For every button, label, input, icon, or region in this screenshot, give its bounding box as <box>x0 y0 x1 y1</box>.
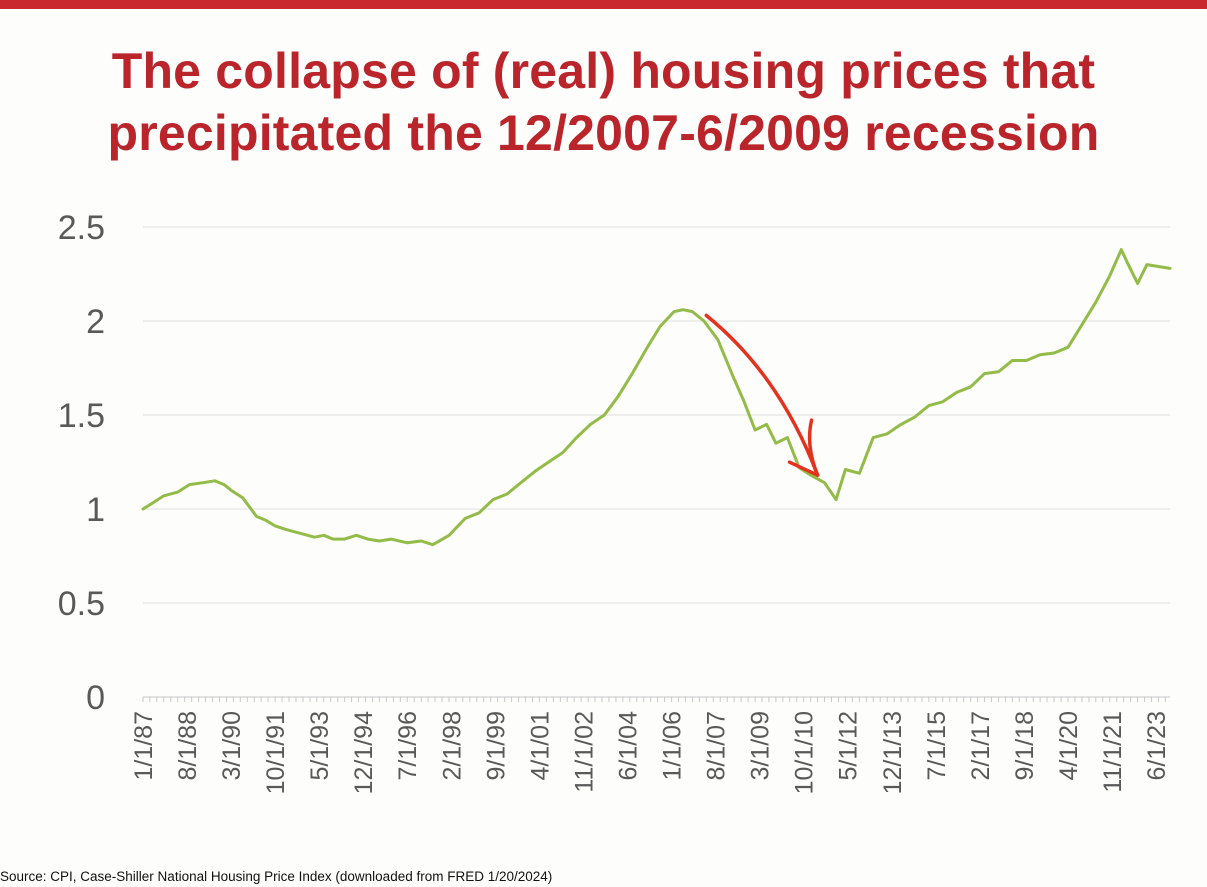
top-accent-bar <box>0 0 1207 9</box>
title-line-2: precipitated the 12/2007-6/2009 recessio… <box>107 105 1100 161</box>
x-tick-label: 3/1/90 <box>218 711 246 781</box>
x-tick-label: 9/1/18 <box>1011 711 1039 781</box>
x-tick-label: 9/1/99 <box>482 711 510 781</box>
y-tick-label: 0 <box>86 679 105 717</box>
x-tick-label: 6/1/23 <box>1143 711 1171 781</box>
x-tick-label: 12/1/13 <box>879 711 907 794</box>
x-tick-label: 8/1/88 <box>174 711 202 781</box>
x-tick-label: 7/1/15 <box>923 711 951 781</box>
x-tick-label: 1/1/87 <box>130 711 158 781</box>
y-tick-label: 2 <box>86 303 105 341</box>
x-tick-label: 2/1/17 <box>967 711 995 781</box>
x-tick-label: 1/1/06 <box>659 711 687 781</box>
x-tick-label: 5/1/12 <box>835 711 863 781</box>
x-tick-label: 11/1/02 <box>570 711 598 793</box>
slide-title: The collapse of (real) housing prices th… <box>0 40 1207 164</box>
x-tick-label: 2/1/98 <box>438 711 466 781</box>
x-tick-label: 10/1/10 <box>791 711 819 794</box>
y-tick-label: 1 <box>86 491 105 529</box>
x-tick-label: 6/1/04 <box>615 711 643 781</box>
source-note: Source: CPI, Case-Shiller National Housi… <box>0 869 553 884</box>
y-tick-label: 2.5 <box>58 209 105 247</box>
x-tick-label: 11/1/21 <box>1099 711 1127 793</box>
x-tick-label: 10/1/91 <box>262 711 290 794</box>
annotation-arrow-shaft <box>704 313 820 477</box>
x-tick-label: 3/1/09 <box>747 711 775 781</box>
x-tick-label: 4/1/20 <box>1055 711 1083 781</box>
y-tick-label: 1.5 <box>58 397 105 435</box>
line-chart: 0 0.5 1 1.5 2 2.5 1/1/87 8/1/88 3/1/90 10/1/91 5/1… <box>58 209 1172 795</box>
x-tick-label: 8/1/07 <box>703 711 731 781</box>
x-tick-label: 4/1/01 <box>526 711 554 781</box>
series-line <box>141 248 1172 547</box>
x-tick-label: 7/1/96 <box>394 711 422 781</box>
x-tick-label: 5/1/93 <box>306 711 334 781</box>
annotation-arrow-head <box>787 418 820 477</box>
y-tick-label: 0.5 <box>58 585 105 623</box>
title-line-1: The collapse of (real) housing prices th… <box>111 43 1096 99</box>
x-tick-label: 12/1/94 <box>350 711 378 795</box>
